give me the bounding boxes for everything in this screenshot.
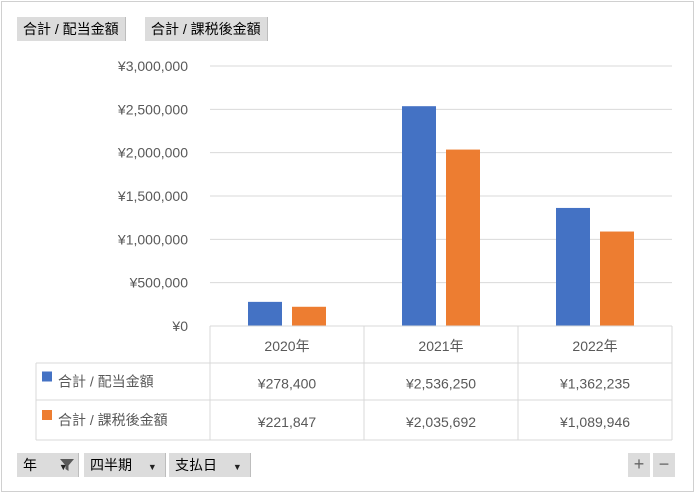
value-field-label: 合計 / 配当金額 [23, 21, 119, 37]
chevron-down-icon: ▼ [147, 462, 157, 472]
x-category-label: 2020年 [264, 338, 309, 354]
y-tick-label: ¥1,000,000 [117, 231, 188, 247]
axis-field-button-quarter[interactable]: 四半期 ▼ [84, 453, 166, 477]
y-tick-label: ¥1,500,000 [117, 188, 188, 204]
plus-icon: + [633, 454, 645, 474]
data-value-label: ¥1,362,235 [559, 376, 630, 392]
value-field-button-after-tax[interactable]: 合計 / 課税後金額 [145, 17, 268, 41]
data-value-label: ¥2,035,692 [405, 414, 476, 430]
x-category-label: 2021年 [418, 338, 463, 354]
series-name-label: 合計 / 配当金額 [58, 374, 154, 390]
value-field-button-dividend[interactable]: 合計 / 配当金額 [17, 17, 126, 41]
series-name-label: 合計 / 課税後金額 [58, 412, 168, 428]
expand-field-button[interactable]: + [628, 453, 650, 477]
bar[interactable] [556, 207, 590, 326]
chevron-down-icon: ▼ [232, 462, 242, 472]
axis-field-button-year[interactable]: 年 ▼ [17, 453, 79, 477]
collapse-field-button[interactable]: − [653, 453, 675, 477]
axis-field-label: 支払日 [175, 457, 217, 473]
value-field-label: 合計 / 課税後金額 [151, 21, 261, 37]
data-value-label: ¥1,089,946 [559, 414, 630, 430]
y-tick-label: ¥3,000,000 [117, 58, 188, 74]
axis-field-label: 四半期 [90, 457, 132, 473]
x-category-label: 2022年 [572, 338, 617, 354]
bar[interactable] [600, 231, 634, 326]
y-tick-label: ¥500,000 [129, 275, 189, 291]
bar[interactable] [292, 306, 326, 326]
filter-dropdown-arrow: ▼ [58, 462, 68, 472]
legend-key [42, 410, 52, 420]
filter-icon [60, 459, 74, 471]
minus-icon: − [658, 454, 670, 474]
y-tick-label: ¥2,000,000 [117, 145, 188, 161]
axis-field-button-payment-date[interactable]: 支払日 ▼ [169, 453, 251, 477]
data-value-label: ¥221,847 [257, 414, 317, 430]
bar[interactable] [402, 106, 436, 326]
y-tick-label: ¥2,500,000 [117, 101, 188, 117]
legend-key [42, 371, 52, 382]
bar[interactable] [446, 149, 480, 326]
axis-field-label: 年 [23, 457, 37, 473]
data-value-label: ¥2,536,250 [405, 376, 476, 392]
data-value-label: ¥278,400 [257, 376, 317, 392]
bar[interactable] [248, 301, 282, 326]
y-tick-label: ¥0 [171, 318, 188, 334]
